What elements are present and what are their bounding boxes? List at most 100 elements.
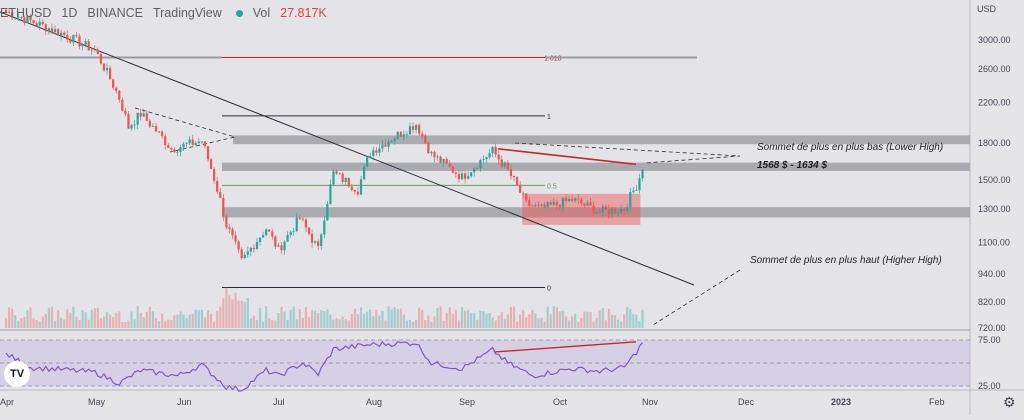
volume-bar (375, 309, 378, 328)
candle-body (387, 141, 390, 147)
time-tick-label: May (88, 397, 106, 407)
volume-bar (216, 310, 219, 328)
volume-bar (537, 318, 540, 328)
volume-value: 27.817K (280, 6, 327, 20)
volume-bar (11, 308, 14, 328)
volume-bar (402, 314, 405, 328)
candle-body (500, 159, 503, 167)
candle-body (509, 169, 513, 176)
volume-bar (415, 320, 418, 328)
candle-body (405, 134, 409, 136)
interval-label[interactable]: 1D (61, 6, 78, 20)
candle-body (289, 231, 292, 235)
volume-bar (442, 320, 445, 328)
volume-bar (277, 312, 280, 328)
volume-bar (93, 308, 96, 328)
volume-bar (213, 321, 216, 328)
candle-body (136, 112, 139, 125)
candle-body (515, 177, 519, 185)
volume-bar (145, 311, 148, 328)
volume-bar (268, 318, 271, 328)
volume-bar (522, 309, 525, 328)
volume-bar (148, 306, 151, 328)
candle-body (525, 193, 528, 201)
candle-body (445, 159, 448, 164)
candle-body (176, 151, 179, 153)
candle-body (396, 131, 399, 139)
volume-bar (344, 319, 347, 328)
volume-bar (173, 315, 176, 328)
time-tick-label: Feb (929, 397, 945, 407)
time-tick-label: Sep (459, 397, 475, 407)
volume-bar (219, 306, 222, 328)
candle-body (451, 166, 454, 173)
candle-body (69, 39, 72, 43)
candle-body (255, 241, 259, 250)
volume-bar (381, 310, 384, 328)
candle-body (555, 201, 558, 205)
rsi-line (5, 340, 643, 392)
volume-bar (170, 320, 173, 328)
volume-bar (369, 309, 372, 328)
gear-icon[interactable]: ⚙ (1003, 394, 1016, 410)
volume-indicator[interactable]: Vol 27.817K (253, 6, 337, 20)
candle-body (635, 190, 638, 191)
volume-bar (72, 306, 75, 328)
volume-bar (335, 318, 338, 328)
candle-body (583, 203, 586, 206)
currency-label: USD (977, 4, 997, 14)
candle-body (145, 113, 148, 121)
candle-body (626, 207, 629, 211)
candle-body (182, 143, 185, 148)
volume-bar (408, 319, 412, 328)
price-tick-label: 1800.00 (978, 138, 1011, 148)
volume-bar (448, 307, 451, 328)
price-tick-label: 720.00 (978, 323, 1006, 333)
symbol-name[interactable]: ETHUSD (0, 6, 52, 20)
candle-body (194, 143, 197, 145)
candle-body (26, 16, 29, 24)
candle-body (512, 175, 516, 178)
volume-bar (457, 320, 461, 328)
volume-bar (436, 308, 439, 328)
candle-body (130, 125, 133, 129)
candle-body (252, 247, 256, 250)
volume-bar (105, 312, 109, 328)
volume-bar (488, 312, 491, 328)
volume-bar (167, 319, 170, 328)
candle-body (537, 204, 540, 206)
candle-body (433, 152, 436, 158)
volume-bar (109, 314, 112, 328)
volume-bar (286, 319, 289, 328)
volume-bar (314, 310, 317, 328)
candle-body (216, 180, 219, 192)
tradingview-logo-icon[interactable]: TV (4, 361, 30, 387)
candle-body (133, 124, 136, 126)
candle-body (35, 23, 38, 26)
candle-body (580, 199, 583, 204)
volume-bar (341, 316, 344, 328)
exchange-label: BINANCE (87, 6, 143, 20)
volume-bar (112, 317, 115, 328)
volume-bar (289, 309, 292, 328)
candle-body (402, 134, 405, 137)
candle-body (454, 172, 457, 174)
time-axis: Apr May Jun Jul Aug Sep Oct Nov Dec 2023 Feb (0, 397, 945, 407)
volume-bar (255, 319, 259, 328)
volume-bar (549, 314, 552, 328)
volume-bar (592, 321, 595, 328)
candle-body (17, 16, 20, 18)
volume-bar (283, 311, 286, 328)
candle-body (335, 171, 338, 174)
candle-body (32, 20, 35, 24)
candle-body (531, 205, 534, 207)
fib-level-label: 1 (547, 114, 551, 121)
volume-bar (638, 320, 641, 328)
candle-body (225, 216, 228, 228)
volume-bar (503, 319, 506, 328)
candle-body (249, 247, 252, 252)
volume-bar (32, 318, 35, 328)
candle-body (124, 110, 127, 115)
